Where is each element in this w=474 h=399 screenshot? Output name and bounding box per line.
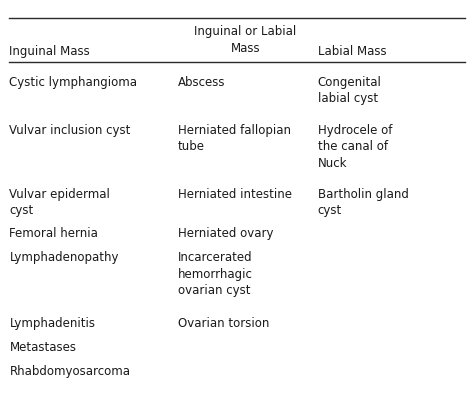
Text: Labial Mass: Labial Mass: [318, 45, 386, 58]
Text: Hydrocele of
the canal of
Nuck: Hydrocele of the canal of Nuck: [318, 124, 392, 170]
Text: Cystic lymphangioma: Cystic lymphangioma: [9, 76, 137, 89]
Text: Ovarian torsion: Ovarian torsion: [178, 317, 269, 330]
Text: Inguinal or Labial
Mass: Inguinal or Labial Mass: [194, 25, 297, 55]
Text: Rhabdomyosarcoma: Rhabdomyosarcoma: [9, 365, 130, 378]
Text: Lymphadenitis: Lymphadenitis: [9, 317, 95, 330]
Text: Congenital
labial cyst: Congenital labial cyst: [318, 76, 382, 105]
Text: Herniated fallopian
tube: Herniated fallopian tube: [178, 124, 291, 153]
Text: Femoral hernia: Femoral hernia: [9, 227, 99, 241]
Text: Inguinal Mass: Inguinal Mass: [9, 45, 90, 58]
Text: Vulvar inclusion cyst: Vulvar inclusion cyst: [9, 124, 131, 137]
Text: Incarcerated
hemorrhagic
ovarian cyst: Incarcerated hemorrhagic ovarian cyst: [178, 251, 253, 297]
Text: Bartholin gland
cyst: Bartholin gland cyst: [318, 188, 409, 217]
Text: Lymphadenopathy: Lymphadenopathy: [9, 251, 119, 265]
Text: Vulvar epidermal
cyst: Vulvar epidermal cyst: [9, 188, 110, 217]
Text: Metastases: Metastases: [9, 341, 76, 354]
Text: Herniated intestine: Herniated intestine: [178, 188, 292, 201]
Text: Abscess: Abscess: [178, 76, 225, 89]
Text: Herniated ovary: Herniated ovary: [178, 227, 273, 241]
